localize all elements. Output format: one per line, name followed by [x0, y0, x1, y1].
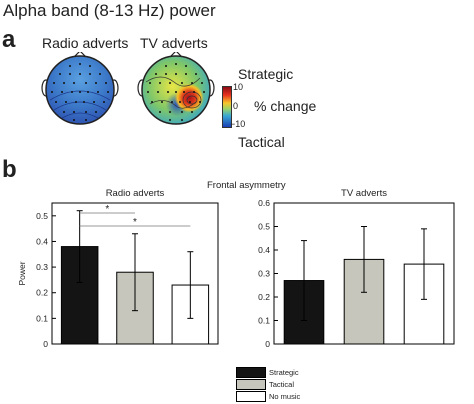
legend-label-tactical: Tactical [269, 379, 295, 389]
colorbar-tick-max: 10 [233, 82, 244, 92]
legend-swatch-strategic [236, 366, 266, 378]
radio-significance-star: * [105, 204, 109, 215]
legend-label-no-music: No music [269, 391, 301, 401]
panel-b-letter: b [2, 156, 17, 183]
tv-ytick-label: 0.6 [258, 198, 270, 208]
radio-ytick-label: 0 [43, 339, 48, 349]
colorbar-tick-min: −10 [230, 119, 246, 129]
legend-swatch-tactical [236, 378, 266, 390]
colorbar-bottom-label: Tactical [238, 134, 285, 150]
radio-chart-title: Radio adverts [106, 188, 165, 199]
radio-y-axis-label: Power [17, 261, 27, 285]
legend-item-strategic: Strategic [236, 366, 300, 378]
colorbar-top-label: Strategic [238, 66, 294, 82]
topo-label-radio: Radio adverts [42, 35, 129, 51]
tv-ytick-label: 0 [265, 339, 270, 349]
legend: Strategic Tactical No music [236, 366, 300, 402]
colorbar-tick-zero: 0 [233, 101, 239, 111]
radio-ytick-label: 0.3 [36, 262, 48, 272]
radio-bar-chart: Radio adverts 0 0.1 0.2 0.3 0.4 0.5 Power * * [17, 188, 219, 349]
panel-a-letter: a [2, 26, 16, 53]
legend-swatch-no-music [236, 390, 266, 402]
legend-item-no-music: No music [236, 390, 300, 402]
radio-significance-star: * [133, 217, 137, 228]
tv-ytick-label: 0.1 [258, 316, 270, 326]
tv-ytick-label: 0.5 [258, 222, 270, 232]
radio-ytick-label: 0.2 [36, 288, 48, 298]
tv-ytick-label: 0.2 [258, 292, 270, 302]
panel-b-heading: Frontal asymmetry [207, 180, 286, 191]
radio-ytick-label: 0.5 [36, 211, 48, 221]
tv-chart-title: TV adverts [341, 188, 387, 199]
topo-label-tv: TV adverts [140, 35, 208, 51]
radio-ytick-label: 0.1 [36, 313, 48, 323]
colorbar [222, 86, 232, 128]
legend-label-strategic: Strategic [269, 367, 299, 377]
radio-topo-head [41, 52, 119, 125]
radio-ytick-label: 0.4 [36, 236, 48, 246]
tv-ytick-label: 0.3 [258, 269, 270, 279]
tv-topo-head [137, 52, 215, 125]
topo-maps [41, 52, 215, 125]
figure-title: Alpha band (8-13 Hz) power [3, 1, 216, 20]
tv-bar-chart: TV adverts 0 0.1 0.2 0.3 0.4 0.5 0.6 [258, 188, 455, 349]
legend-item-tactical: Tactical [236, 378, 300, 390]
colorbar-mid-label: % change [254, 98, 317, 114]
tv-ytick-label: 0.4 [258, 245, 270, 255]
